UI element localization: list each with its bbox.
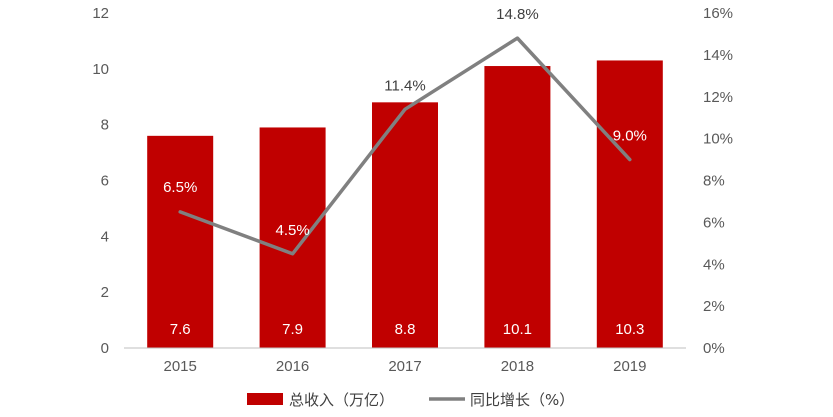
line-series-group: 6.5% 4.5% 11.4% 14.8% 9.0% bbox=[163, 6, 647, 256]
line-value-label-2015: 6.5% bbox=[163, 179, 197, 196]
x-tick-label-2018: 2018 bbox=[501, 358, 534, 375]
right-y-tick-label: 4% bbox=[703, 256, 725, 273]
bar-value-label-2015: 7.6 bbox=[170, 321, 191, 338]
line-value-label-2016: 4.5% bbox=[275, 222, 309, 239]
left-y-tick-label: 10 bbox=[92, 61, 109, 78]
bar-value-label-2017: 8.8 bbox=[395, 321, 416, 338]
growth-line bbox=[178, 36, 632, 256]
line-value-label-2018: 14.8% bbox=[496, 6, 539, 23]
right-y-tick-label: 14% bbox=[703, 47, 733, 64]
bar-value-label-2019: 10.3 bbox=[615, 321, 644, 338]
right-y-tick-label: 12% bbox=[703, 89, 733, 106]
left-y-tick-label: 2 bbox=[101, 284, 109, 301]
x-axis-ticks: 2015 2016 2017 2018 2019 bbox=[164, 358, 647, 375]
right-y-tick-label: 2% bbox=[703, 298, 725, 315]
bar-2015 bbox=[147, 135, 214, 348]
left-y-tick-label: 8 bbox=[101, 117, 109, 134]
x-tick-label-2019: 2019 bbox=[613, 358, 646, 375]
left-y-tick-label: 4 bbox=[101, 228, 109, 245]
x-tick-label-2017: 2017 bbox=[388, 358, 421, 375]
line-value-label-2017: 11.4% bbox=[384, 77, 425, 94]
x-tick-label-2016: 2016 bbox=[276, 358, 309, 375]
bar-value-label-2016: 7.9 bbox=[282, 321, 303, 338]
right-y-tick-label: 6% bbox=[703, 214, 725, 231]
legend-bar-label: 总收入（万亿） bbox=[289, 391, 394, 409]
bars-group: 7.6 7.9 8.8 10.1 10.3 bbox=[147, 60, 663, 349]
bar-2016 bbox=[259, 127, 326, 348]
line-value-label-2019: 9.0% bbox=[613, 128, 647, 145]
legend-bar-swatch bbox=[247, 393, 283, 405]
bar-value-label-2018: 10.1 bbox=[503, 321, 532, 338]
right-y-tick-label: 16% bbox=[703, 5, 733, 22]
bar-2017 bbox=[372, 102, 438, 348]
right-y-axis-ticks: 0% 2% 4% 6% 8% 10% 12% 14% 16% bbox=[703, 5, 733, 357]
legend-line-label: 同比增长（%） bbox=[470, 391, 574, 409]
bar-2019 bbox=[596, 60, 663, 348]
left-y-tick-label: 6 bbox=[101, 173, 109, 190]
right-y-tick-label: 10% bbox=[703, 131, 733, 148]
left-y-tick-label: 12 bbox=[92, 5, 109, 22]
x-tick-label-2015: 2015 bbox=[164, 358, 197, 375]
left-y-axis-ticks: 0 2 4 6 8 10 12 bbox=[92, 5, 109, 357]
right-y-tick-label: 0% bbox=[703, 340, 725, 357]
left-y-tick-label: 0 bbox=[101, 340, 109, 357]
right-y-tick-label: 8% bbox=[703, 173, 725, 190]
bar-2018 bbox=[484, 66, 551, 349]
legend: 总收入（万亿） 同比增长（%） bbox=[247, 391, 574, 409]
